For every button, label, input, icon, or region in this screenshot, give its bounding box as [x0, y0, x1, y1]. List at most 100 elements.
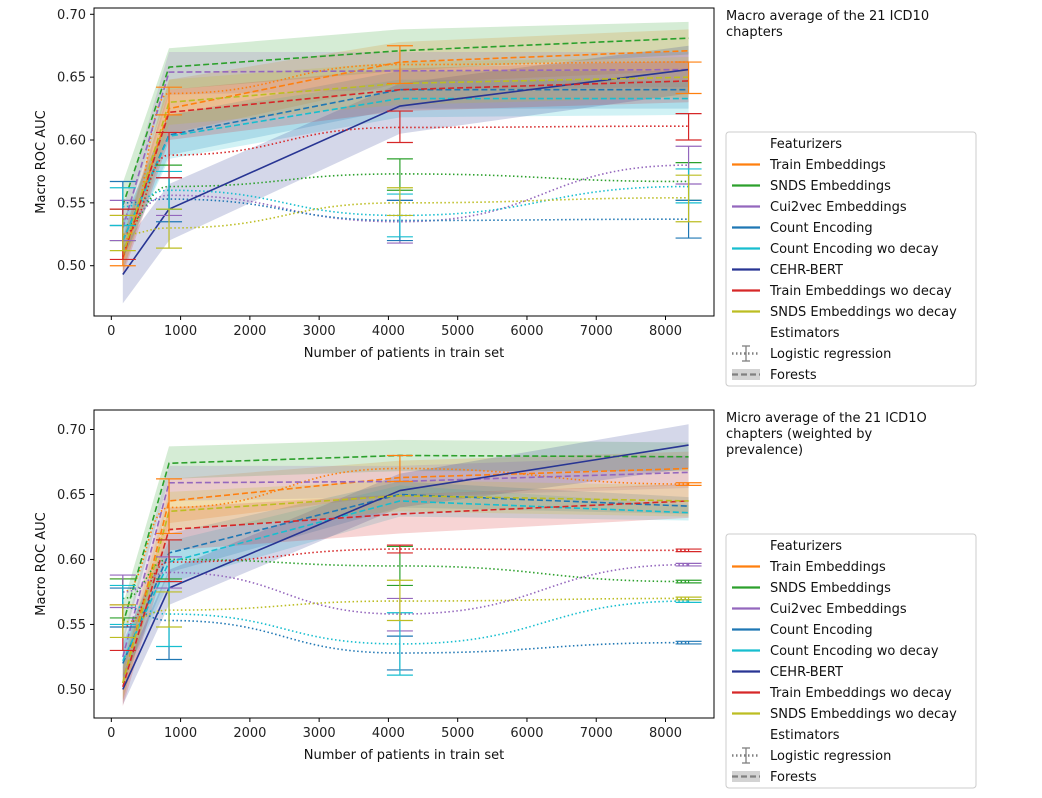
y-tick-label: 0.70	[57, 423, 86, 438]
series-line	[122, 61, 689, 242]
legend-item: Train Embeddings	[769, 158, 886, 173]
legend-item: Logistic regression	[770, 749, 891, 764]
y-tick-label: 0.65	[57, 71, 86, 86]
legend-item: Logistic regression	[770, 347, 891, 362]
series-line	[122, 68, 689, 275]
y-tick-label: 0.60	[57, 134, 86, 149]
legend-item: Cui2vec Embeddings	[770, 200, 907, 215]
legend-frame	[725, 131, 977, 387]
confidence-band	[122, 485, 689, 681]
x-axis-label: Number of patients in train set	[304, 748, 504, 763]
legend-item: SNDS Embeddings	[770, 581, 891, 596]
x-tick-label: 1000	[164, 324, 197, 339]
confidence-band	[122, 484, 689, 707]
x-tick-label: 0	[107, 324, 115, 339]
confidence-band	[122, 481, 689, 683]
x-tick-label: 4000	[372, 324, 405, 339]
series-line	[122, 185, 689, 217]
legend-item: Count Encoding wo decay	[770, 644, 939, 659]
chart-caption: Macro average of the 21 ICD10 chapters	[726, 9, 929, 40]
series-line	[122, 198, 689, 222]
y-tick-label: 0.50	[57, 259, 86, 274]
x-tick-label: 4000	[372, 726, 405, 741]
x-axis-label: Number of patients in train set	[304, 346, 504, 361]
x-tick-label: 5000	[441, 726, 474, 741]
chart-panel-micro: 0 1000 2000 3000 4000 5000 6000 7000 8000 0.50 0.…	[34, 409, 977, 789]
confidence-band	[122, 70, 689, 260]
y-tick-label: 0.50	[57, 683, 86, 698]
chart-panel-macro: 0 1000 2000 3000 4000 5000 6000 7000 8000 0.50 0.…	[34, 7, 977, 387]
series-line	[122, 37, 689, 206]
x-tick-label: 2000	[233, 726, 266, 741]
series-line	[122, 597, 689, 623]
series-line	[122, 80, 689, 258]
legend-frame	[725, 533, 977, 789]
legend-item: Count Encoding	[770, 221, 873, 236]
x-tick-label: 7000	[580, 324, 613, 339]
confidence-band	[122, 439, 689, 644]
series-line	[122, 454, 689, 625]
confidence-band	[122, 60, 689, 276]
y-tick-label: 0.55	[57, 618, 86, 633]
confidence-band	[122, 79, 689, 260]
y-axis-label: Macro ROC AUC	[34, 512, 49, 615]
legend-item: CEHR-BERT	[770, 665, 843, 680]
legend-item: CEHR-BERT	[770, 263, 843, 278]
legend-item: SNDS Embeddings wo decay	[770, 305, 957, 320]
x-tick-label: 3000	[303, 726, 336, 741]
legend: Featurizers Train Embeddings SNDS Embeddin…	[725, 131, 977, 387]
series-line	[122, 49, 689, 260]
x-tick-label: 7000	[580, 726, 613, 741]
y-tick-label: 0.60	[57, 553, 86, 568]
confidence-band	[122, 45, 689, 304]
x-tick-label: 1000	[164, 726, 197, 741]
legend-item: SNDS Embeddings wo decay	[770, 707, 957, 722]
legend-item: Train Embeddings wo decay	[769, 284, 952, 299]
legend-title-estimators: Estimators	[770, 326, 840, 341]
series-line	[122, 467, 689, 593]
x-tick-label: 6000	[510, 324, 543, 339]
confidence-band	[122, 21, 689, 229]
confidence-band	[122, 57, 689, 273]
series-line	[122, 471, 689, 658]
x-tick-label: 5000	[441, 324, 474, 339]
series-line	[122, 600, 689, 645]
legend-item: Train Embeddings wo decay	[769, 686, 952, 701]
x-tick-label: 8000	[649, 726, 682, 741]
legend-item: SNDS Embeddings	[770, 179, 891, 194]
x-tick-label: 0	[107, 726, 115, 741]
legend: Featurizers Train Embeddings SNDS Embeddin…	[725, 533, 977, 789]
series-line	[122, 548, 689, 628]
legend-title-featurizers: Featurizers	[770, 539, 842, 554]
plot-area	[93, 409, 715, 719]
x-tick-label: 6000	[510, 726, 543, 741]
legend-title-estimators: Estimators	[770, 728, 840, 743]
y-axis-label: Macro ROC AUC	[34, 110, 49, 213]
legend-item: Count Encoding wo decay	[770, 242, 939, 257]
x-tick-label: 3000	[303, 324, 336, 339]
x-tick-label: 8000	[649, 324, 682, 339]
x-tick-label: 2000	[233, 324, 266, 339]
series-line	[122, 444, 689, 690]
confidence-band	[122, 451, 689, 703]
series-line	[122, 97, 689, 241]
legend-title-featurizers: Featurizers	[770, 137, 842, 152]
series-line	[122, 500, 689, 688]
legend-item: Forests	[770, 368, 817, 383]
series-line	[122, 494, 689, 684]
legend-item: Train Embeddings	[769, 560, 886, 575]
series-line	[122, 500, 689, 662]
chart-caption: Micro average of the 21 ICD1O chapters (w…	[726, 411, 927, 458]
confidence-band	[122, 424, 689, 706]
series-line	[122, 125, 689, 236]
series-line	[122, 76, 689, 256]
legend-item: Cui2vec Embeddings	[770, 602, 907, 617]
legend-item: Forests	[770, 770, 817, 785]
y-tick-label: 0.70	[57, 8, 86, 23]
plot-area	[93, 7, 715, 317]
series-line	[122, 68, 689, 229]
series-line	[122, 197, 689, 236]
confidence-band	[122, 455, 689, 677]
series-line	[122, 606, 689, 654]
series-line	[122, 563, 689, 615]
